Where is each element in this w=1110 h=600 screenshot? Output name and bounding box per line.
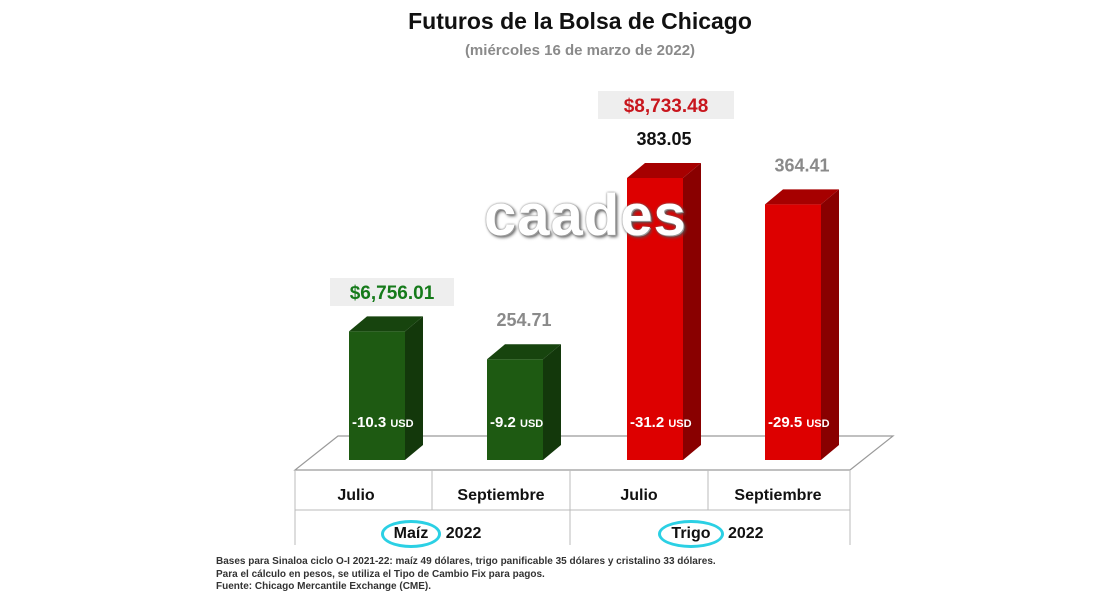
price-badge-text: $8,733.48	[624, 96, 709, 117]
footnotes: Bases para Sinaloa ciclo O-I 2021-22: ma…	[216, 556, 716, 594]
group-name: Trigo	[671, 525, 711, 542]
footnote-line: Para el cálculo en pesos, se utiliza el …	[216, 568, 545, 580]
watermark-logo: caades	[484, 183, 687, 248]
bar	[627, 178, 683, 460]
bar-top	[349, 316, 423, 332]
bar-side	[683, 163, 701, 460]
bar-top	[627, 163, 701, 178]
footnote-line: Fuente: Chicago Mercantile Exchange (CME…	[216, 581, 432, 592]
group-name-highlight: Trigo	[658, 520, 724, 548]
bar	[349, 331, 405, 460]
bar-value-label: 383.05	[636, 129, 691, 149]
bar-value-label: 254.71	[496, 310, 551, 330]
category-label: Septiembre	[734, 487, 822, 504]
price-badge	[330, 278, 454, 306]
bar	[487, 359, 543, 460]
category-label: Julio	[337, 487, 375, 504]
group-label-trigo: Trigo 2022	[646, 520, 776, 548]
bar-value-label: 364.41	[774, 155, 829, 175]
bar-change-label: -9.2 USD	[490, 414, 543, 431]
chart-title: Futuros de la Bolsa de Chicago	[408, 8, 752, 34]
bar	[765, 204, 821, 460]
bar-side	[405, 316, 423, 460]
price-badge-text: $6,756.01	[350, 283, 435, 304]
group-name-highlight: Maíz	[380, 520, 442, 548]
group-year: 2022	[445, 525, 482, 542]
category-label: Septiembre	[457, 487, 545, 504]
price-badge	[598, 91, 734, 119]
chart-floor	[293, 435, 895, 471]
group-label-maiz: Maíz 2022	[366, 520, 496, 548]
bar-change-label: -29.5 USD	[768, 414, 830, 431]
bar-top	[765, 189, 839, 205]
bar-side	[821, 189, 839, 461]
bar-side	[543, 344, 561, 460]
group-name: Maíz	[393, 525, 429, 542]
bar-top	[487, 344, 561, 360]
footnote-line: Bases para Sinaloa ciclo O-I 2021-22: ma…	[216, 556, 716, 567]
group-year: 2022	[727, 525, 764, 542]
bar-change-label: -31.2 USD	[630, 414, 692, 431]
chart-subtitle: (miércoles 16 de marzo de 2022)	[464, 42, 696, 59]
bar-change-label: -10.3 USD	[352, 414, 414, 431]
category-label: Julio	[620, 487, 658, 504]
